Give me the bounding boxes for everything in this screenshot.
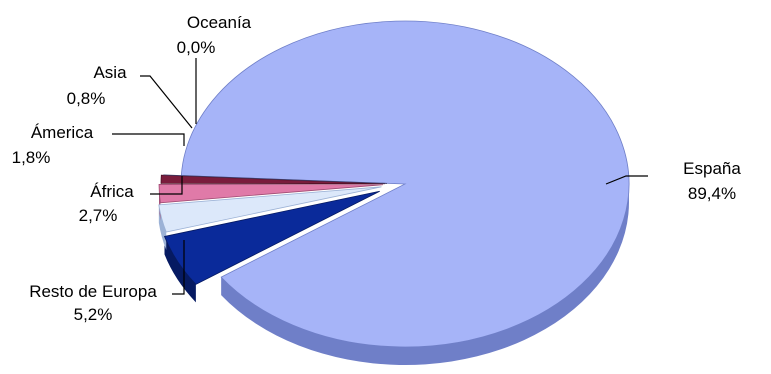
slice-label-asia: Asia [93,63,127,82]
pie-slices-layer [158,20,630,348]
pie-slice-oceania [163,174,388,184]
leader-america [112,133,185,146]
slice-value-oceania: 0,0% [177,38,216,57]
slice-label-africa: África [90,182,134,201]
slice-label-espana: España [683,159,741,178]
slice-value-resto-de-europa: 5,2% [74,305,113,324]
slice-value-espana: 89,4% [688,184,736,203]
slice-label-america: Ámerica [31,123,94,142]
slice-value-asia: 0,8% [67,89,106,108]
leader-asia [140,75,193,129]
slice-label-oceania: Oceanía [187,13,252,32]
pie-slice-espana [180,20,630,348]
leader-lines-layer [112,58,648,295]
slice-value-africa: 2,7% [79,206,118,225]
slice-label-resto-de-europa: Resto de Europa [29,282,157,301]
leader-africa [150,176,183,195]
leader-resto-de-europa [172,240,185,295]
slice-value-america: 1,8% [12,148,51,167]
slice-side-africa [158,204,167,251]
pie-slice-resto-de-europa [163,190,380,285]
pie-slice-africa [158,186,382,233]
leader-espana [605,175,648,185]
